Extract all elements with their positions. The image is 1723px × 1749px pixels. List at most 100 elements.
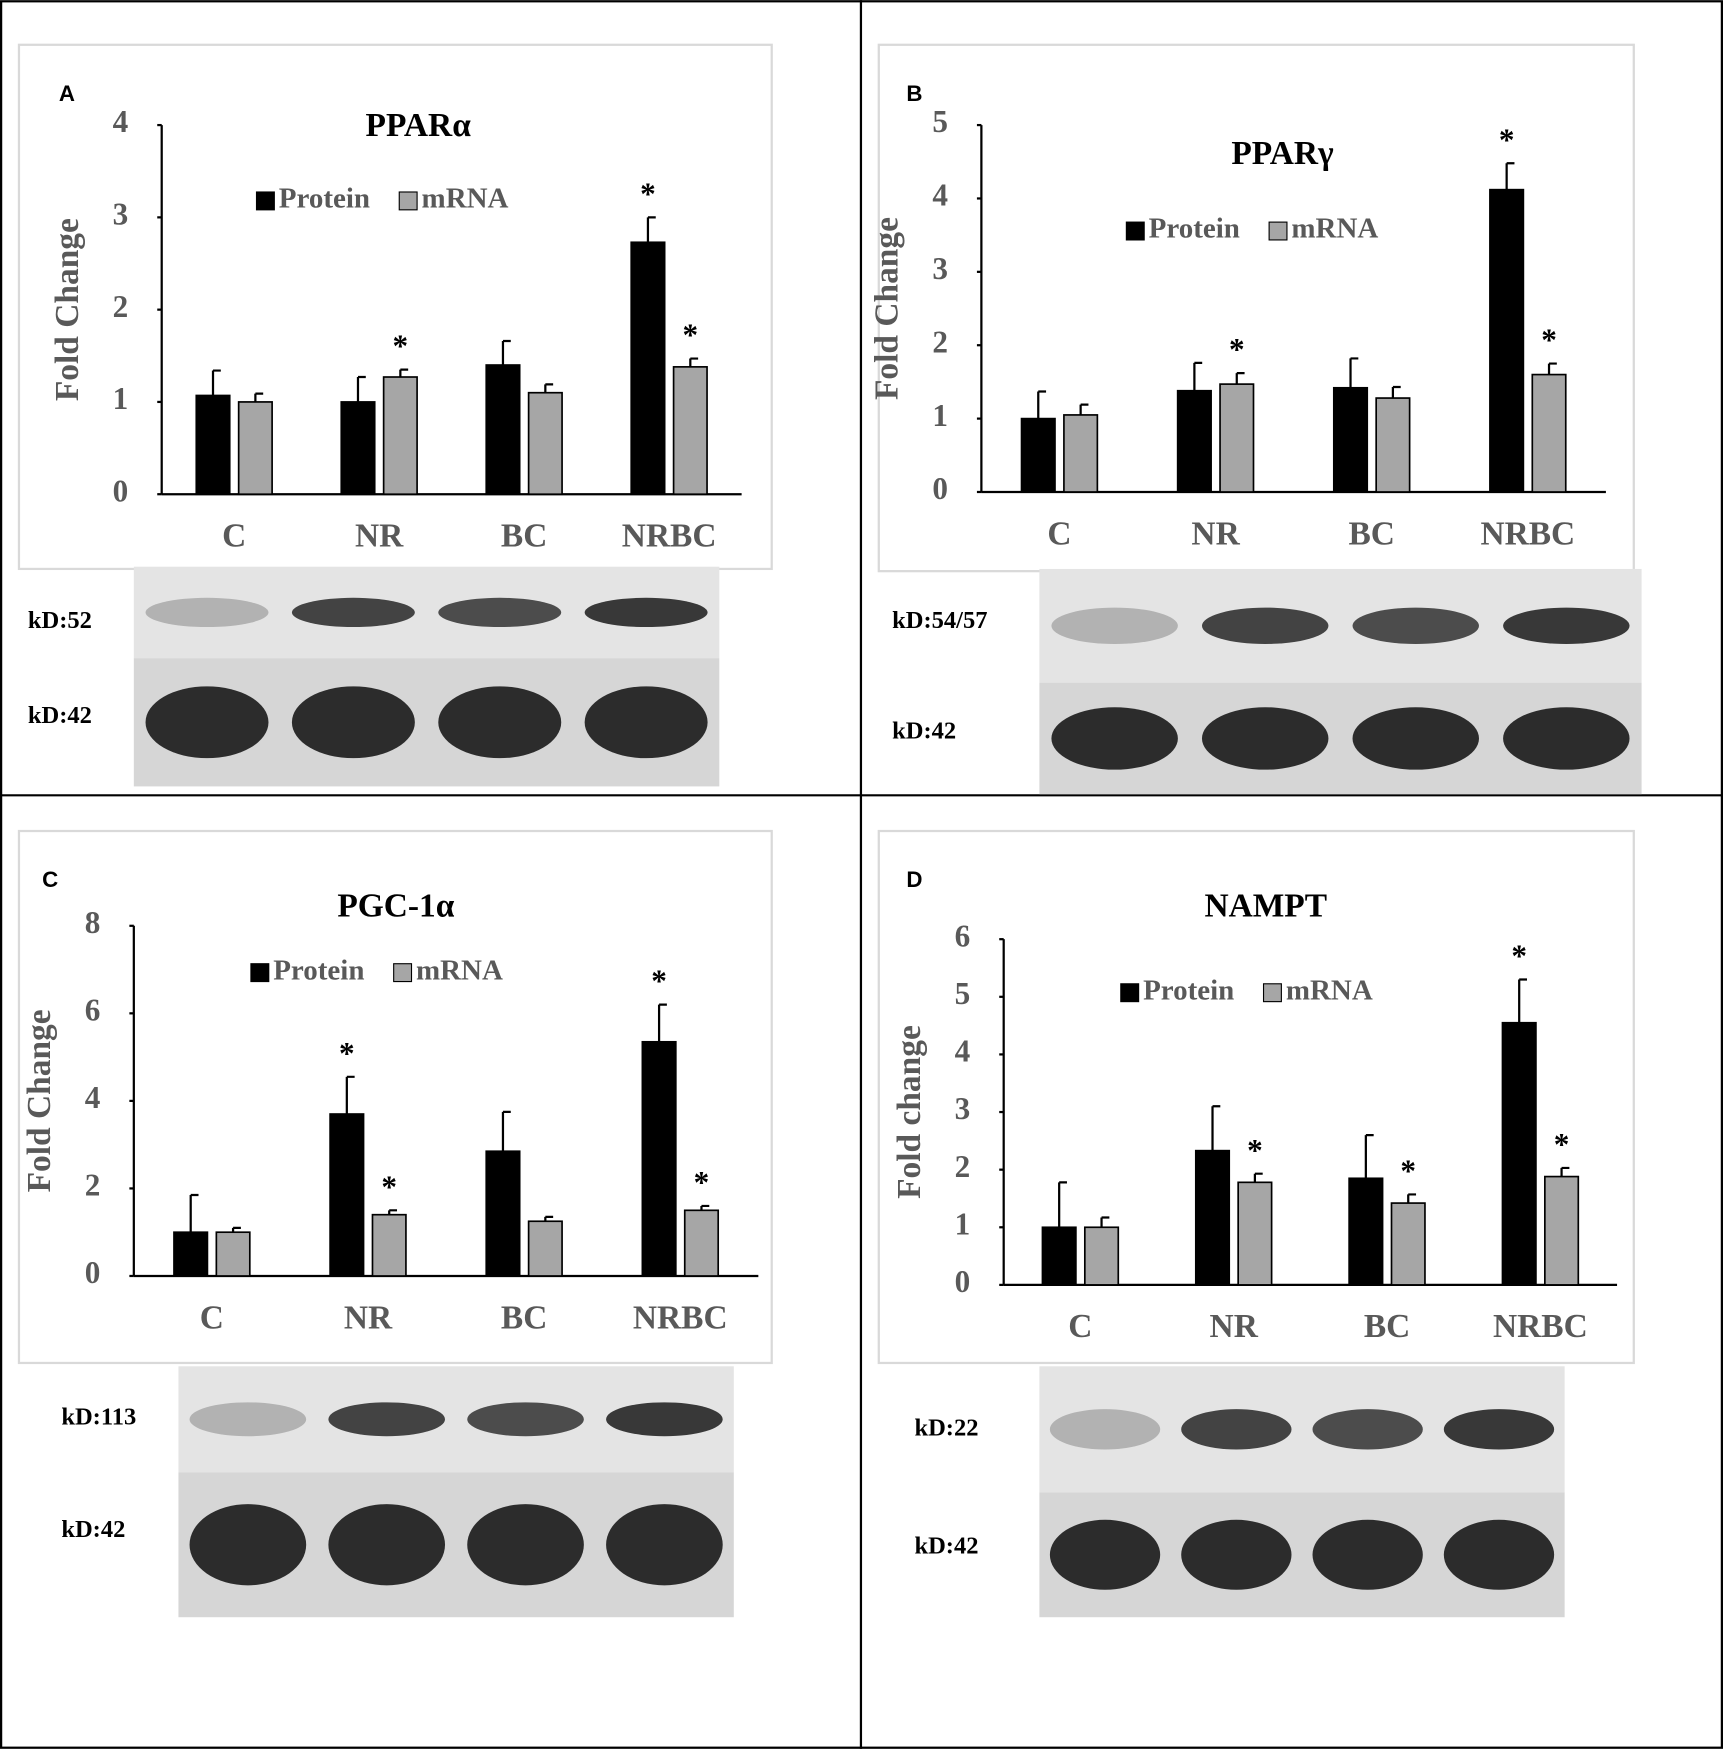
- y-tick-label: 2: [85, 1168, 101, 1203]
- error-bar: [1560, 1166, 1570, 1177]
- bar: [340, 401, 376, 496]
- significance-mark: *: [1554, 1127, 1570, 1162]
- legend-label: Protein: [1149, 213, 1240, 245]
- error-bar: [345, 1075, 355, 1115]
- y-tick-label: 2: [932, 324, 948, 359]
- significance-mark: *: [1400, 1154, 1416, 1189]
- y-tick-label: 1: [932, 398, 948, 433]
- error-bar: [1037, 390, 1047, 419]
- blot-label: kD:42: [892, 717, 956, 744]
- error-bar: [1407, 1193, 1417, 1204]
- y-axis-label: Fold Change: [21, 1009, 58, 1192]
- bar: [1219, 383, 1255, 493]
- y-tick-label: 1: [113, 381, 129, 416]
- blot-band: [145, 686, 269, 759]
- error-bar: [254, 392, 264, 402]
- error-bar: [231, 1226, 241, 1233]
- bar: [237, 401, 273, 496]
- error-bar: [189, 1193, 199, 1233]
- blot-band: [189, 1402, 307, 1437]
- bar: [1375, 397, 1411, 493]
- blot-band: [467, 1402, 584, 1437]
- legend-swatch: [1268, 221, 1288, 241]
- y-tick-label: 3: [113, 197, 129, 232]
- blot-band: [328, 1504, 446, 1586]
- blot-band: [1352, 707, 1479, 770]
- bar: [173, 1231, 209, 1277]
- error-bar: [1547, 362, 1557, 375]
- blot-label: kD:52: [28, 607, 92, 634]
- blot-label: kD:54/57: [892, 607, 987, 634]
- error-bar: [356, 375, 366, 402]
- y-tick-label: 1: [955, 1206, 971, 1241]
- blot-band: [438, 686, 562, 759]
- chart-title: PGC-1α: [337, 888, 454, 925]
- y-tick-label: 2: [955, 1149, 971, 1184]
- y-axis-label: Fold Change: [49, 218, 86, 401]
- x-tick-label: NR: [1191, 515, 1240, 552]
- x-tick-label: NRBC: [1480, 515, 1575, 552]
- bar: [485, 364, 521, 496]
- x-tick-label: C: [200, 1299, 224, 1336]
- y-tick-label: 0: [932, 471, 948, 506]
- legend-swatch: [1120, 983, 1140, 1003]
- legend-swatch: [1125, 221, 1145, 241]
- blot-band: [189, 1504, 307, 1586]
- y-tick-label: 4: [85, 1080, 101, 1115]
- error-bar: [1253, 1172, 1263, 1183]
- blot-band: [1443, 1409, 1555, 1450]
- blot-band: [1503, 607, 1630, 645]
- blot-band: [606, 1402, 723, 1437]
- bar: [1390, 1202, 1426, 1286]
- y-tick-label: 4: [113, 104, 129, 139]
- bar: [1332, 386, 1369, 493]
- error-bar: [1193, 361, 1203, 391]
- error-bar: [501, 1110, 511, 1152]
- y-tick-label: 2: [113, 289, 129, 324]
- blot-band: [584, 597, 708, 628]
- blot-band: [1352, 607, 1479, 645]
- y-tick-label: 4: [955, 1034, 971, 1069]
- blot-band: [584, 686, 708, 759]
- legend-swatch: [1262, 983, 1282, 1003]
- y-tick-label: 0: [113, 473, 129, 508]
- significance-mark: *: [339, 1036, 355, 1071]
- error-bar: [1058, 1181, 1067, 1228]
- y-tick-label: 5: [955, 976, 971, 1011]
- blot-band: [1503, 707, 1630, 770]
- error-bar: [1391, 385, 1401, 399]
- bar: [1501, 1021, 1537, 1286]
- significance-mark: *: [381, 1169, 397, 1204]
- bar: [329, 1113, 365, 1277]
- x-tick-label: NR: [355, 517, 404, 554]
- y-tick-label: 8: [85, 905, 101, 940]
- x-tick-label: NRBC: [622, 517, 717, 554]
- error-bar: [1505, 162, 1515, 190]
- bar: [1194, 1149, 1231, 1286]
- legend-swatch: [393, 963, 413, 983]
- blot-band: [1312, 1409, 1423, 1450]
- panel-letter: B: [906, 81, 922, 106]
- legend-label: Protein: [273, 954, 364, 986]
- bar: [641, 1040, 677, 1277]
- bar: [1237, 1181, 1273, 1286]
- chart-title: PPARγ: [1231, 135, 1334, 172]
- x-tick-label: NRBC: [1493, 1308, 1588, 1345]
- legend-label: mRNA: [1291, 213, 1378, 245]
- bar: [1348, 1177, 1384, 1286]
- blot-band: [1181, 1519, 1292, 1590]
- bar: [1176, 389, 1212, 493]
- y-tick-label: 3: [955, 1091, 971, 1126]
- y-tick-label: 0: [955, 1264, 971, 1299]
- bar: [1544, 1175, 1580, 1286]
- legend-label: mRNA: [422, 183, 509, 215]
- error-bar: [657, 1003, 667, 1042]
- blot-band: [145, 597, 269, 628]
- error-bar: [399, 368, 409, 378]
- y-tick-label: 6: [85, 993, 101, 1028]
- blot-band: [1312, 1519, 1423, 1590]
- blot-band: [1049, 1409, 1161, 1450]
- bar: [371, 1213, 407, 1277]
- significance-mark: *: [651, 964, 667, 999]
- x-tick-label: BC: [1348, 515, 1394, 552]
